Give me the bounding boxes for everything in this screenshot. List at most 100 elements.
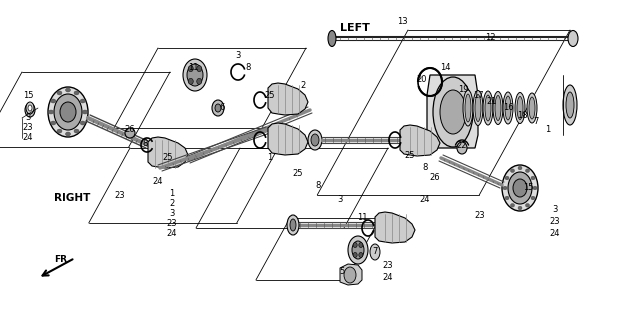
Ellipse shape (26, 102, 34, 114)
Text: 20: 20 (416, 76, 427, 84)
Ellipse shape (527, 93, 537, 123)
Text: 21: 21 (487, 98, 497, 107)
Ellipse shape (57, 91, 62, 95)
Polygon shape (268, 83, 308, 115)
Ellipse shape (25, 103, 35, 117)
Ellipse shape (359, 243, 363, 248)
Ellipse shape (529, 97, 535, 119)
Text: 2: 2 (300, 81, 305, 90)
Ellipse shape (344, 267, 356, 283)
Ellipse shape (493, 92, 503, 124)
Text: 2: 2 (170, 198, 175, 207)
Ellipse shape (51, 121, 56, 125)
Ellipse shape (65, 132, 70, 136)
Text: 25: 25 (265, 91, 275, 100)
Text: 24: 24 (383, 274, 393, 283)
Text: 24: 24 (550, 229, 560, 238)
Polygon shape (148, 137, 188, 168)
Text: 22: 22 (457, 140, 467, 149)
Text: 3: 3 (169, 209, 175, 218)
Ellipse shape (531, 196, 535, 200)
Ellipse shape (510, 204, 515, 207)
Text: 11: 11 (357, 213, 367, 222)
Ellipse shape (563, 85, 577, 125)
Text: 15: 15 (523, 183, 533, 193)
Polygon shape (375, 212, 415, 243)
Text: 15: 15 (23, 91, 33, 100)
Ellipse shape (495, 95, 501, 121)
Ellipse shape (515, 92, 525, 124)
Text: 18: 18 (516, 110, 528, 119)
Ellipse shape (74, 129, 79, 133)
Ellipse shape (370, 244, 380, 260)
Text: 23: 23 (474, 211, 486, 220)
Text: 23: 23 (115, 191, 125, 201)
Ellipse shape (183, 59, 207, 91)
Ellipse shape (503, 186, 507, 190)
Text: 1: 1 (170, 188, 175, 197)
Ellipse shape (352, 241, 364, 259)
Text: FR.: FR. (54, 255, 70, 265)
Ellipse shape (510, 169, 515, 172)
Text: 7: 7 (533, 117, 539, 126)
Ellipse shape (197, 78, 202, 84)
Ellipse shape (28, 107, 33, 114)
Ellipse shape (517, 97, 523, 119)
Ellipse shape (503, 92, 513, 124)
Text: 24: 24 (153, 177, 164, 186)
Text: 12: 12 (485, 34, 495, 43)
Ellipse shape (290, 219, 296, 231)
Polygon shape (427, 75, 478, 148)
Text: 25: 25 (163, 154, 173, 163)
Ellipse shape (60, 102, 76, 122)
Ellipse shape (518, 166, 522, 170)
Polygon shape (400, 125, 440, 156)
Text: 11: 11 (188, 63, 198, 73)
Ellipse shape (197, 66, 202, 72)
Ellipse shape (54, 94, 82, 130)
Ellipse shape (57, 129, 62, 133)
Text: 1: 1 (267, 154, 273, 163)
Text: 3: 3 (235, 51, 241, 60)
Ellipse shape (187, 64, 203, 86)
Ellipse shape (80, 121, 85, 125)
Ellipse shape (518, 206, 522, 210)
Ellipse shape (502, 165, 538, 211)
Ellipse shape (505, 196, 509, 200)
Text: LEFT: LEFT (340, 23, 370, 33)
Text: 16: 16 (503, 103, 513, 113)
Ellipse shape (568, 30, 578, 46)
Text: 3: 3 (552, 205, 558, 214)
Text: 23: 23 (383, 260, 393, 269)
Ellipse shape (212, 100, 224, 116)
Text: 24: 24 (167, 228, 177, 237)
Ellipse shape (328, 30, 336, 46)
Ellipse shape (74, 91, 79, 95)
Ellipse shape (433, 77, 473, 147)
Text: 8: 8 (315, 180, 321, 189)
Ellipse shape (308, 130, 322, 150)
Ellipse shape (287, 215, 299, 235)
Text: 5: 5 (339, 268, 345, 276)
Ellipse shape (49, 110, 54, 114)
Ellipse shape (505, 176, 509, 180)
Ellipse shape (475, 94, 481, 122)
Ellipse shape (533, 186, 537, 190)
Ellipse shape (353, 252, 357, 258)
Ellipse shape (359, 252, 363, 258)
Ellipse shape (526, 169, 529, 172)
Ellipse shape (215, 104, 221, 112)
Text: 8: 8 (246, 63, 251, 73)
Ellipse shape (353, 243, 357, 248)
Text: 7: 7 (372, 247, 378, 257)
Ellipse shape (51, 99, 56, 103)
Ellipse shape (531, 176, 535, 180)
Ellipse shape (188, 78, 193, 84)
Text: 23: 23 (550, 218, 560, 227)
Ellipse shape (48, 87, 88, 137)
Ellipse shape (465, 94, 471, 122)
Polygon shape (268, 123, 308, 155)
Text: 23: 23 (23, 124, 33, 132)
Ellipse shape (83, 110, 88, 114)
Text: 13: 13 (397, 18, 407, 27)
